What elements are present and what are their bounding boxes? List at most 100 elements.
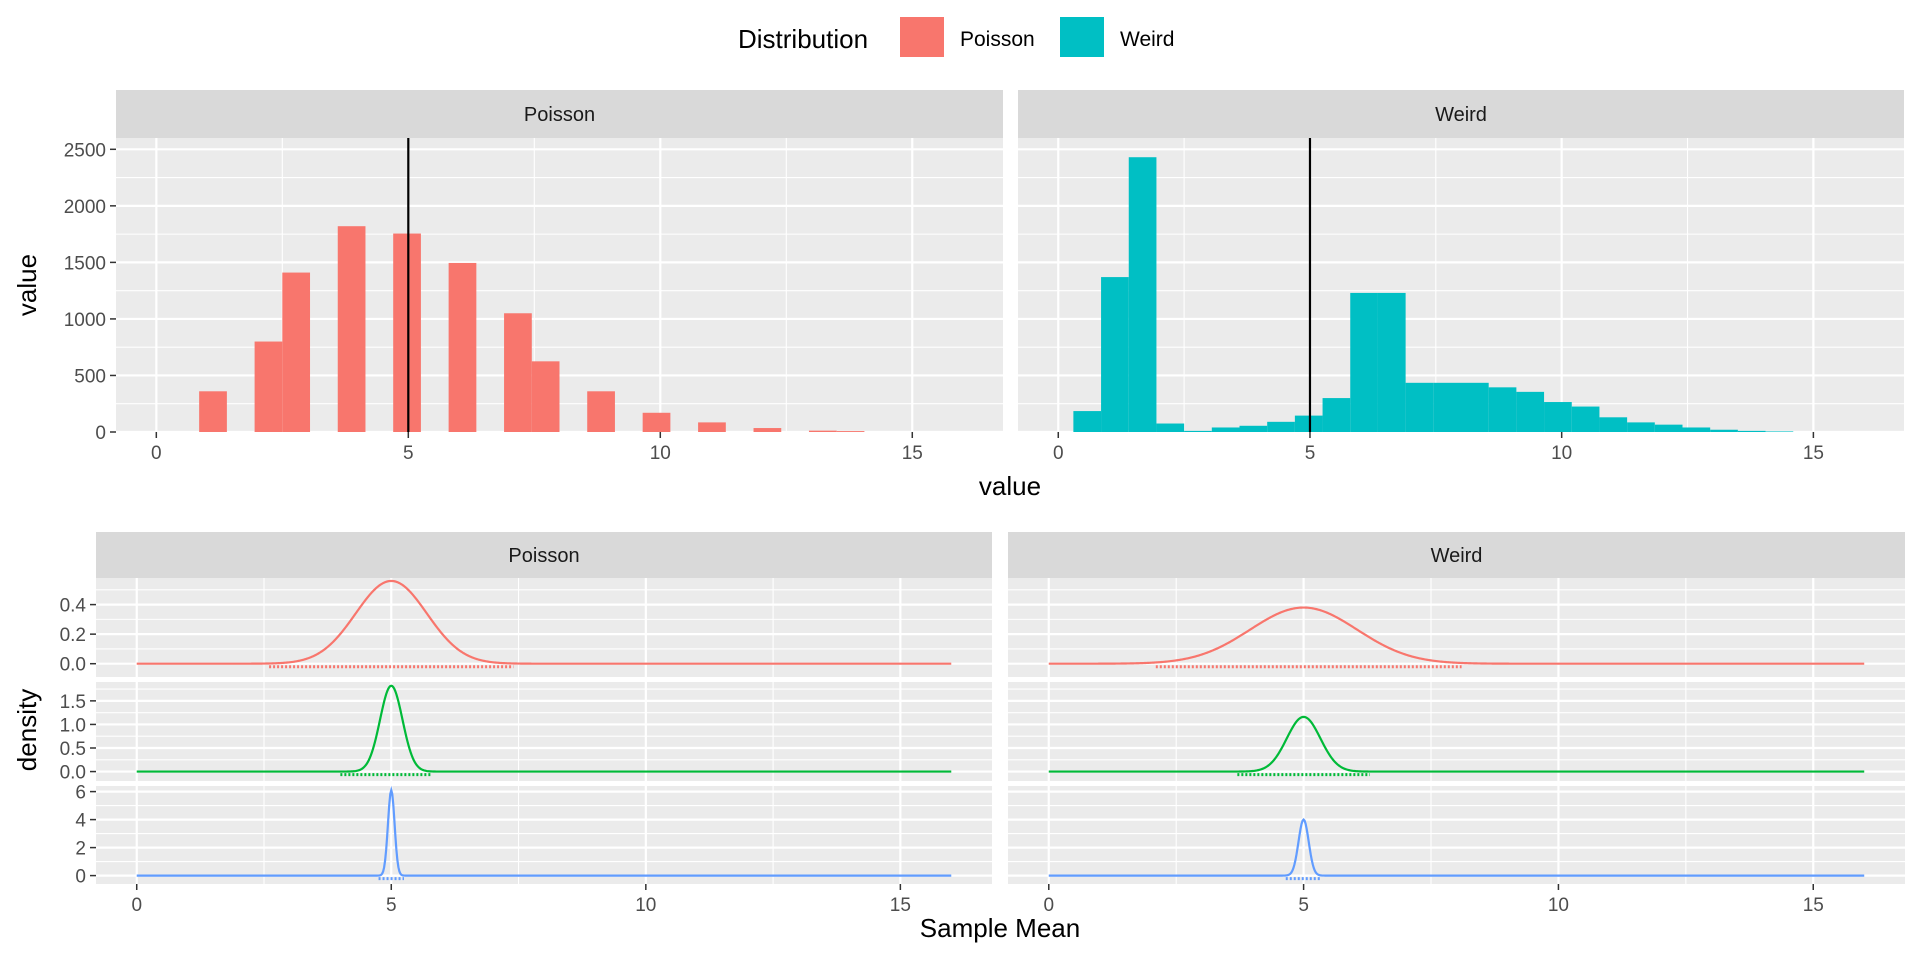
density-panel [1008,578,1905,677]
x-tick-label: 0 [1043,895,1054,916]
bar [836,431,865,432]
legend-label-weird: Weird [1120,28,1174,51]
bar [1599,417,1628,432]
bar [1101,277,1129,432]
bar [753,428,782,432]
density-curve [1048,817,1865,877]
y-axis-title: density [12,689,42,771]
legend-label-poisson: Poisson [960,28,1035,51]
y-tick-label: 0.0 [60,655,86,676]
density-curve [136,684,952,773]
x-tick-label: 15 [890,895,911,916]
bar [1544,402,1572,432]
x-tick-label: 0 [1053,443,1064,464]
x-axis-title: Sample Mean [920,913,1080,943]
x-tick-label: 10 [1551,443,1572,464]
x-tick-label: 10 [635,895,656,916]
y-tick-label: 2000 [64,197,106,218]
panel-background [1008,786,1905,884]
strip [1008,532,1905,578]
strip-label: Weird [1431,545,1483,567]
x-tick-label: 5 [1305,443,1316,464]
bar [1294,415,1323,432]
density-curve [1048,715,1865,773]
density-panel: 0.0 0.2 0.4 [60,578,992,677]
bar [1765,431,1794,432]
x-axis-title: value [979,471,1041,501]
bar [1350,292,1378,432]
bar [1654,424,1683,432]
bar [199,391,227,432]
x-tick-label: 10 [650,443,671,464]
y-tick-label: 1000 [64,310,106,331]
y-tick-label: 2 [75,839,86,860]
bar [642,412,671,432]
y-tick-label: 0.5 [60,739,86,760]
histogram-chart: Poisson 0 5 10 15 0 500 1000 1500 2000 2500 Weird 0 5… [12,90,1904,501]
bar [254,341,283,432]
bar [1433,382,1461,432]
panel-background [1008,578,1905,677]
bar [1682,427,1711,432]
strip-label: Weird [1435,104,1487,126]
y-tick-label: 6 [75,783,86,804]
legend: Distribution Poisson Weird [738,17,1174,57]
density-column-weird: Weird 0 5 10 15 [1008,532,1905,916]
x-tick-label: 10 [1548,895,1569,916]
bar [1184,430,1212,432]
bar [448,262,477,432]
bar [282,272,311,432]
y-tick-label: 1.0 [60,715,86,736]
x-tick-label: 15 [1803,443,1824,464]
density-panel: 0 2 4 6 [75,783,992,888]
y-tick-label: 4 [75,811,86,832]
bar [1571,406,1600,432]
bar [1405,382,1434,432]
x-tick-label: 5 [1298,895,1309,916]
panel-background [96,682,992,781]
y-tick-label: 0 [75,867,86,888]
histogram-panel-poisson: Poisson 0 5 10 15 0 500 1000 1500 2000 2500 [64,90,1003,464]
strip-label: Poisson [508,545,579,567]
strip-label: Poisson [524,104,595,126]
bar [1461,382,1489,432]
y-tick-label: 2500 [64,140,106,161]
bar [698,422,726,432]
density-curve [136,785,952,877]
bar [337,226,366,432]
bar [1377,292,1406,432]
bar [1211,427,1240,432]
y-axis-title: value [12,254,42,316]
x-tick-label: 15 [902,443,923,464]
histogram-panel-weird: Weird 0 5 10 15 [1018,90,1904,464]
bar [1239,425,1268,432]
bar [504,313,532,432]
bar [1156,423,1185,432]
density-panel [1008,786,1905,884]
bar [1710,429,1738,432]
bar [1737,430,1766,432]
bar [808,430,837,432]
density-curve [136,579,952,665]
bar [393,233,421,432]
bar [587,391,615,432]
panel-background [96,578,992,677]
x-tick-label: 15 [1803,895,1824,916]
x-tick-label: 5 [403,443,414,464]
x-tick-label: 0 [151,443,162,464]
density-panel: 0.0 0.5 1.01.5 [60,682,992,784]
y-tick-label: 1500 [64,253,106,274]
x-tick-label: 5 [386,895,397,916]
bar [1073,411,1102,432]
y-tick-label: 0.0 [60,763,86,784]
density-curve [1048,606,1865,665]
legend-key-weird [1060,17,1104,57]
strip [116,90,1003,138]
bar [1488,387,1517,432]
legend-key-poisson [900,17,944,57]
panel-background [96,786,992,884]
density-panel [1008,682,1905,781]
y-tick-label: 0.4 [60,596,87,617]
